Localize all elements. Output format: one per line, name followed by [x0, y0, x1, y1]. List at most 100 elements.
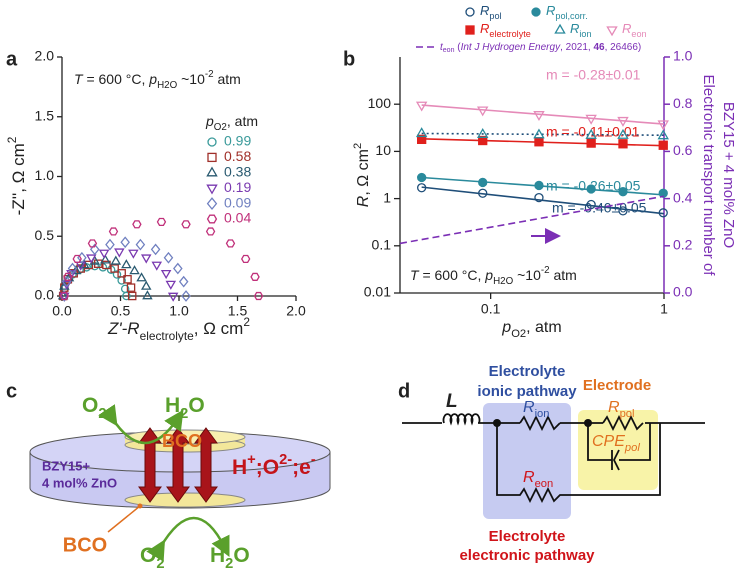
data-point: [108, 227, 119, 236]
data-point: [658, 140, 668, 150]
legend-marker: [206, 184, 218, 195]
x-tick-label: 1: [660, 301, 668, 317]
y-tick-label: 2.0: [35, 48, 55, 64]
data-point: [122, 291, 131, 301]
pathway-label: Electrolyte: [489, 363, 566, 380]
text: atm: [550, 267, 577, 283]
data-point: [120, 236, 130, 249]
text: -2: [205, 69, 214, 80]
data-point: [100, 254, 111, 264]
data-point: [156, 217, 167, 226]
y-tick-label: 1.0: [35, 167, 55, 183]
text: -: [311, 452, 316, 468]
text: R: [523, 399, 535, 416]
fit-label: m = -0.28±0.01: [546, 67, 641, 83]
x-tick-label: 1.0: [169, 303, 189, 319]
text: , atm: [526, 319, 562, 336]
text: ion: [535, 408, 550, 420]
legend-label: teon (Int J Hydrogen Energy, 2021, 46, 2…: [440, 42, 641, 55]
data-point: [618, 139, 628, 149]
data-point: [205, 227, 216, 236]
data-point: [658, 208, 668, 218]
text: p: [484, 267, 493, 283]
data-point: [476, 128, 489, 138]
data-point: [114, 248, 125, 258]
text: H2O: [493, 276, 514, 287]
legend-label-part: pol: [489, 11, 501, 21]
data-point: [167, 292, 179, 302]
data-point: [127, 291, 137, 301]
text: O: [233, 544, 249, 567]
text: H2O: [157, 80, 178, 91]
data-point: [585, 114, 597, 125]
fit-line: [421, 186, 665, 215]
x-tick-label: 2.0: [286, 303, 306, 319]
legend-label: 0.38: [224, 164, 251, 180]
circuit: [402, 403, 705, 519]
data-point: [534, 192, 544, 203]
legend-marker: [207, 152, 217, 163]
data-point: [163, 251, 174, 264]
legend-label-part: (: [454, 42, 461, 53]
data-point: [586, 199, 596, 210]
text: CPE: [592, 433, 625, 450]
legend-label: Rion: [570, 21, 592, 39]
pathway-label: electronic pathway: [459, 547, 595, 564]
data-point: [478, 177, 488, 188]
data-point: [417, 134, 427, 145]
legend-label-part: R: [570, 21, 579, 36]
y-tick-label: 0.1: [372, 237, 392, 253]
y-tick-label: 1.5: [35, 107, 55, 123]
pathway-label: ionic pathway: [477, 383, 577, 400]
data-point: [415, 101, 428, 112]
legend-label: 0.19: [224, 179, 251, 195]
y2-tick-label: 0.6: [673, 142, 693, 158]
legend-label: Reon: [622, 21, 647, 39]
data-point: [140, 280, 152, 290]
data-point: [140, 254, 152, 264]
carrier-arrows: [138, 427, 218, 503]
data-point: [59, 292, 70, 302]
data-point: [618, 187, 628, 197]
gases: O2 H2O O2 H2O: [82, 394, 250, 572]
text: -2: [541, 265, 550, 276]
legend-label-part: R: [622, 21, 631, 36]
data-point: [534, 180, 544, 191]
fit-line: [421, 104, 665, 125]
text: ~10: [513, 267, 541, 283]
data-point: [102, 260, 111, 270]
electrolyte-label: 4 mol% ZnO: [42, 475, 117, 490]
data-point: [658, 188, 668, 198]
data-point: [150, 243, 161, 256]
text: R: [523, 469, 535, 486]
legend-label-part: Int J Hydrogen Energy: [461, 42, 561, 53]
text: R: [608, 399, 620, 416]
legend-label-part: R: [480, 21, 489, 36]
text: , atm: [227, 113, 258, 129]
data-point: [657, 129, 669, 140]
component-label: Rpol: [608, 399, 635, 420]
data-point: [165, 280, 177, 290]
data-point: [160, 269, 172, 280]
data-point: [135, 238, 146, 251]
text: H: [210, 544, 225, 567]
text: O2: [214, 122, 227, 133]
electrode-callout: BCO: [63, 534, 107, 556]
data-point: [478, 135, 488, 146]
text: , Ω cm: [355, 149, 372, 196]
text: eon: [535, 478, 554, 490]
text: ~10: [177, 71, 205, 87]
x-tick-label: 0.0: [52, 303, 72, 319]
legend-marker: [206, 197, 218, 211]
data-point: [78, 259, 90, 269]
data-point: [253, 291, 264, 301]
data-point: [534, 137, 544, 147]
data-point: [110, 255, 122, 265]
text: , Ω cm: [194, 319, 244, 338]
text: p: [148, 71, 157, 87]
y2-tick-label: 1.0: [673, 48, 693, 64]
data-point: [585, 128, 597, 139]
y2-axis-label: BZY15 + 4 mol% ZnO: [720, 102, 737, 248]
legend-marker: [606, 26, 618, 37]
text: 2: [98, 406, 106, 422]
